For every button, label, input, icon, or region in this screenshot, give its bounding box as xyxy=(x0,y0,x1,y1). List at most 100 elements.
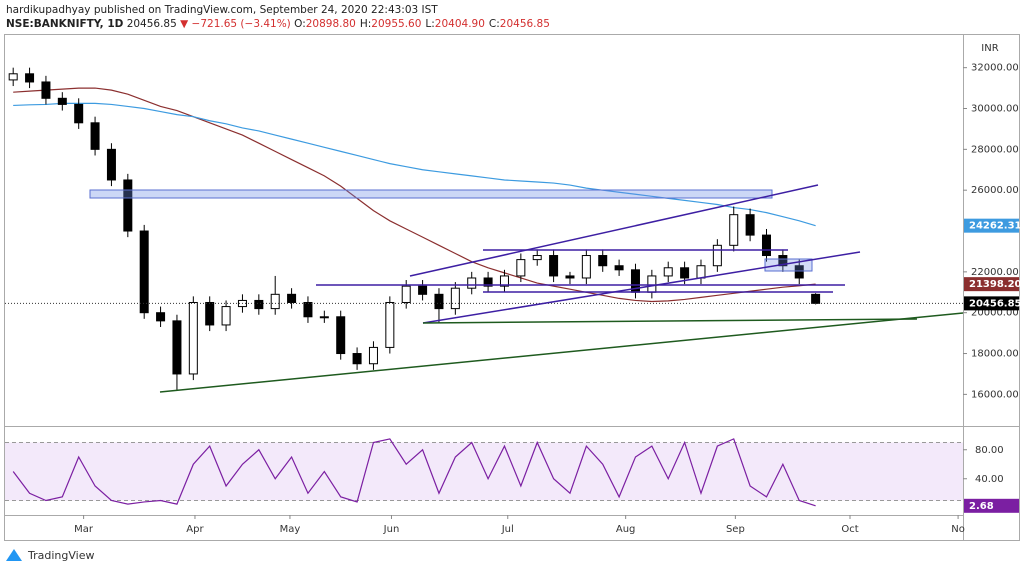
candle-body xyxy=(106,148,116,181)
ohlc-value: 20456.85 xyxy=(499,18,550,30)
candle-body xyxy=(221,306,231,326)
candle-body xyxy=(319,316,329,319)
trend-line xyxy=(422,318,918,324)
candle-body xyxy=(418,285,428,295)
y-tick-label: 16000.00 xyxy=(971,389,1019,400)
candle-body xyxy=(303,301,313,318)
candle-body xyxy=(41,81,51,99)
price-badge xyxy=(964,498,1019,513)
candle-body xyxy=(811,293,821,304)
x-tick-label: No xyxy=(951,524,965,535)
candle-body xyxy=(287,293,297,303)
candle-body xyxy=(516,259,526,277)
candle-body xyxy=(745,214,755,236)
moving-average xyxy=(13,87,816,303)
currency: INR xyxy=(981,43,998,54)
candle-body xyxy=(696,265,706,279)
candle-body xyxy=(74,103,84,124)
candle-body xyxy=(8,73,18,81)
candle-body xyxy=(729,214,739,246)
x-tick-label: Jun xyxy=(383,524,400,535)
candle-body xyxy=(205,301,215,326)
price-badge-label: 2.68 xyxy=(969,501,994,512)
candle-body xyxy=(90,122,100,150)
ohlc-value: 20955.60 xyxy=(371,18,422,30)
y-tick-label: 26000.00 xyxy=(971,185,1019,196)
candle-body xyxy=(549,255,559,277)
candle-body xyxy=(794,265,804,279)
candle-body xyxy=(532,255,542,261)
candle-body xyxy=(565,275,575,279)
symbol-line: NSE:BANKNIFTY, 1D 20456.85 ▼ −721.65 (−3… xyxy=(6,17,554,31)
trend-line xyxy=(409,184,819,277)
zone-box xyxy=(89,189,773,199)
change: ▼ −721.65 (−3.41%) xyxy=(180,18,291,30)
x-tick-label: Sep xyxy=(726,524,745,535)
header: hardikupadhyay published on TradingView.… xyxy=(6,3,554,31)
candle-body xyxy=(598,255,608,267)
price-badge-label: 21398.20 xyxy=(969,279,1022,290)
last-price: 20456.85 xyxy=(126,18,177,30)
x-tick-label: Apr xyxy=(186,524,204,535)
frame xyxy=(4,34,1020,541)
x-tick-label: Oct xyxy=(841,524,858,535)
ohlc-value: 20404.90 xyxy=(434,18,485,30)
y-tick-label: 18000.00 xyxy=(971,349,1019,360)
trend-line xyxy=(159,312,964,393)
moving-average xyxy=(13,102,816,227)
y-tick-label: 30000.00 xyxy=(971,104,1019,115)
oscillator-line xyxy=(12,438,816,507)
candle-body xyxy=(57,97,67,105)
candle-body xyxy=(581,255,591,279)
x-tick-label: May xyxy=(280,524,301,535)
ohlc: O:20898.80 H:20955.60 L:20404.90 C:20456.85 xyxy=(294,18,554,30)
tv-logo xyxy=(6,549,22,561)
candle-body xyxy=(25,73,35,83)
x-tick-label: Mar xyxy=(74,524,94,535)
candle-body xyxy=(450,287,460,310)
candle-body xyxy=(336,316,346,355)
candle-body xyxy=(352,353,362,365)
candle-body xyxy=(385,301,395,348)
price-badge xyxy=(964,296,1019,311)
candle-body xyxy=(647,275,657,293)
x-tick-label: Aug xyxy=(616,524,636,535)
candle-body xyxy=(680,267,690,279)
y-tick-label: 22000.00 xyxy=(971,267,1019,278)
footer-brand: TradingView xyxy=(27,549,94,562)
y-tick-label: 80.00 xyxy=(975,445,1004,456)
candle-body xyxy=(712,244,722,267)
drawings xyxy=(89,184,964,393)
ohlc-key: H: xyxy=(359,18,372,30)
price-badge-label: 20456.85 xyxy=(969,298,1022,309)
ohlc-key: C: xyxy=(488,18,500,30)
y-tick-label: 40.00 xyxy=(975,474,1004,485)
price-badge xyxy=(964,277,1019,292)
candle-body xyxy=(172,320,182,375)
candle-body xyxy=(156,312,166,322)
candle-body xyxy=(434,293,444,310)
price-badge xyxy=(964,218,1019,233)
candle-body xyxy=(188,301,198,375)
candle-body xyxy=(483,277,493,287)
publish-line: hardikupadhyay published on TradingView.… xyxy=(6,4,438,16)
candle-body xyxy=(761,234,771,257)
ohlc-key: L: xyxy=(425,18,435,30)
oscillator-band xyxy=(5,442,963,501)
candle-body xyxy=(401,285,411,303)
candle-body xyxy=(614,265,624,271)
ohlc-key: O: xyxy=(294,18,306,30)
candle-body xyxy=(254,299,264,310)
candle-body xyxy=(663,267,673,277)
y-tick-label: 28000.00 xyxy=(971,144,1019,155)
candle-body xyxy=(123,179,133,232)
symbol: NSE:BANKNIFTY, 1D xyxy=(6,18,124,30)
x-tick-label: Jul xyxy=(501,524,514,535)
candle-body xyxy=(270,293,280,310)
candle-body xyxy=(467,277,477,289)
candle-body xyxy=(368,346,378,365)
y-tick-label: 20000.00 xyxy=(971,308,1019,319)
price-badge-label: 24262.31 xyxy=(969,221,1022,232)
